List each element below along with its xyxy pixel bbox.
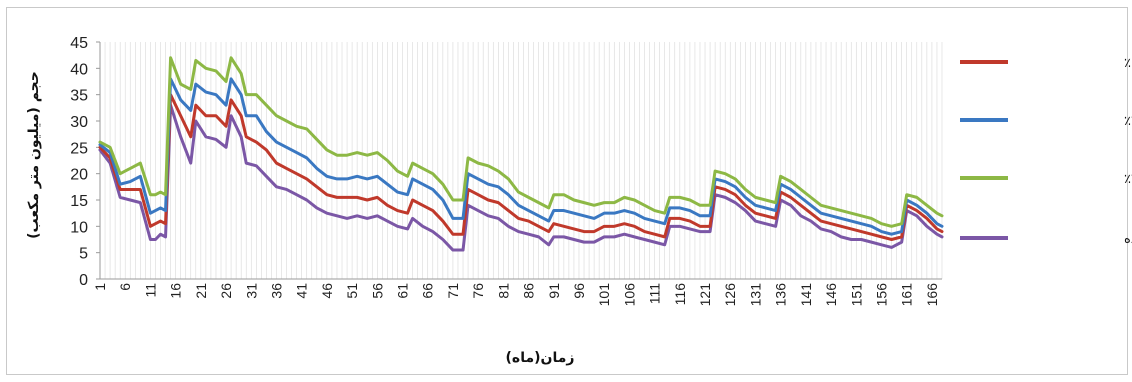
x-tick-label: 111 bbox=[647, 283, 663, 304]
x-tick-label: 46 bbox=[319, 283, 335, 299]
x-tick-label: 76 bbox=[470, 283, 486, 299]
axes bbox=[96, 41, 942, 280]
x-tick-label: 86 bbox=[521, 283, 537, 299]
series-line-sim bbox=[98, 103, 944, 252]
y-tick-label: 20 bbox=[70, 167, 88, 184]
x-tick-label: 96 bbox=[571, 283, 587, 299]
y-tick-label: 30 bbox=[70, 114, 88, 131]
y-axis-ticks: 0 5 10 15 20 25 30 35 40 45 bbox=[70, 35, 88, 289]
x-tick-label: 166 bbox=[924, 283, 940, 307]
x-tick-label: 41 bbox=[294, 283, 310, 299]
series-lines bbox=[98, 56, 944, 252]
x-tick-label: 116 bbox=[672, 283, 688, 306]
legend-label-p20: افزایش راندمان ۲۰٪ bbox=[1124, 114, 1132, 129]
x-tick-label: 106 bbox=[621, 283, 637, 307]
x-tick-label: 126 bbox=[722, 283, 738, 307]
y-tick-label: 35 bbox=[70, 88, 88, 105]
x-axis-ticks: 1 6 11 16 21 26 31 36 41 46 51 56 61 66 71 76 81 86 91 96 10… bbox=[92, 283, 940, 307]
x-tick-label: 91 bbox=[546, 283, 562, 299]
x-axis-title: زمان(ماه) bbox=[506, 350, 575, 366]
x-tick-label: 146 bbox=[823, 283, 839, 307]
x-tick-label: 66 bbox=[420, 283, 436, 299]
x-tick-label: 121 bbox=[697, 283, 713, 307]
x-tick-label: 31 bbox=[243, 283, 259, 299]
x-tick-label: 161 bbox=[899, 283, 915, 307]
x-tick-label: 21 bbox=[193, 283, 209, 299]
legend-label-sim: شبیه سازی شده bbox=[1124, 232, 1132, 247]
series-line-p10 bbox=[98, 93, 944, 241]
x-tick-label: 56 bbox=[369, 283, 385, 299]
y-tick-label: 0 bbox=[79, 272, 88, 289]
legend: افزایش راندمان ۱۰٪ افزایش راندمان ۲۰٪ افزا… bbox=[960, 56, 1132, 247]
x-tick-label: 6 bbox=[117, 283, 133, 291]
x-tick-label: 131 bbox=[747, 283, 763, 307]
x-tick-label: 11 bbox=[142, 283, 158, 298]
y-tick-label: 45 bbox=[70, 35, 88, 52]
y-tick-label: 5 bbox=[79, 246, 88, 263]
x-tick-label: 61 bbox=[395, 283, 411, 299]
y-tick-label: 15 bbox=[70, 193, 88, 210]
x-tick-label: 36 bbox=[268, 283, 284, 299]
y-tick-label: 10 bbox=[70, 219, 88, 236]
x-tick-label: 101 bbox=[596, 283, 612, 307]
x-tick-label: 1 bbox=[92, 283, 108, 291]
series-line-p30 bbox=[98, 56, 944, 228]
x-tick-label: 71 bbox=[445, 283, 461, 299]
y-tick-label: 40 bbox=[70, 61, 88, 78]
x-tick-label: 136 bbox=[773, 283, 789, 307]
x-tick-label: 141 bbox=[798, 283, 814, 307]
x-tick-label: 51 bbox=[344, 283, 360, 299]
legend-label-p30: افزایش راندمان ۳۰٪ bbox=[1124, 172, 1132, 187]
y-axis-title: حجم (میلیون متر مکعب) bbox=[26, 71, 42, 239]
x-tick-label: 156 bbox=[873, 283, 889, 307]
legend-label-p10: افزایش راندمان ۱۰٪ bbox=[1124, 56, 1132, 71]
x-tick-label: 81 bbox=[495, 283, 511, 299]
series-line-p20 bbox=[98, 77, 944, 236]
y-tick-label: 25 bbox=[70, 140, 88, 157]
x-tick-label: 151 bbox=[848, 283, 864, 307]
x-tick-label: 16 bbox=[168, 283, 184, 299]
x-tick-label: 26 bbox=[218, 283, 234, 299]
